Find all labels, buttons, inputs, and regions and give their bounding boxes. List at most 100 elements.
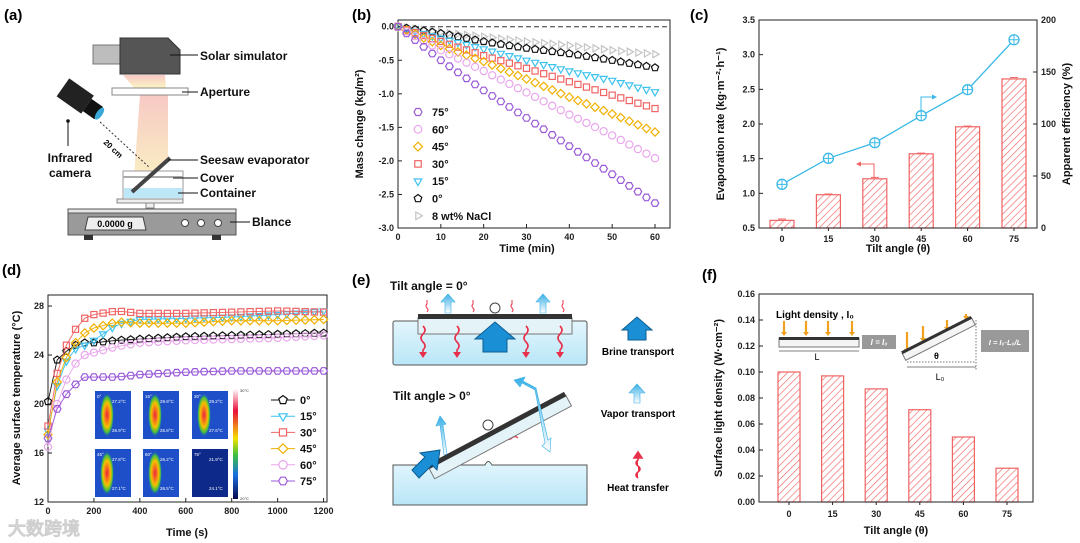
legend-label: 0°: [300, 395, 311, 407]
legend-vapor-label: Vapor transport: [601, 409, 676, 420]
b-xtick-label: 0: [395, 232, 400, 242]
b-xtick-label: 30: [521, 232, 531, 242]
balance-button: [197, 219, 205, 227]
light-beam: [123, 75, 166, 88]
data-point: [319, 308, 328, 316]
data-point: [126, 335, 136, 344]
watermark: 大数跨境: [8, 518, 80, 539]
thermal-angle-label: 0°: [97, 394, 102, 399]
data-point: [218, 331, 227, 340]
legend-marker: [413, 124, 423, 134]
data-point: [470, 53, 481, 64]
data-point: [245, 334, 255, 343]
heat-arrow: [523, 325, 529, 353]
data-point: [237, 308, 245, 316]
c-right-ytick-label: 200: [1041, 15, 1056, 25]
data-point: [547, 84, 558, 95]
data-point: [80, 338, 90, 347]
legend-vapor-icon: [628, 383, 646, 404]
data-point: [515, 35, 524, 46]
data-point: [301, 307, 309, 316]
data-point: [61, 352, 72, 363]
data-point: [435, 40, 446, 51]
data-point: [107, 373, 117, 381]
data-point: [245, 313, 255, 322]
data-point: [126, 371, 136, 380]
data-point: [273, 329, 282, 338]
f-xtick-label: 0: [786, 509, 791, 519]
data-point: [497, 57, 505, 65]
f-ytick-label: 0.06: [737, 419, 755, 429]
thermal-hotspot: [197, 393, 211, 437]
data-point: [300, 367, 310, 375]
data-point: [496, 97, 506, 106]
bar: [951, 436, 976, 503]
legend-marker: [412, 141, 424, 152]
data-point: [548, 101, 557, 110]
data-point: [61, 390, 71, 399]
data-point: [651, 104, 659, 113]
legend-marker: [415, 210, 424, 221]
seesaw-evaporator-label: Seesaw evaporator: [200, 153, 310, 167]
d-xlabel: Time (s): [166, 527, 208, 539]
data-point: [310, 308, 319, 316]
f-ytick-label: 0.16: [737, 289, 755, 299]
data-point: [88, 323, 99, 334]
b-xtick-label: 10: [436, 232, 446, 242]
data-point: [522, 114, 531, 122]
data-point: [624, 58, 634, 67]
heat-arrow-small: [425, 300, 429, 313]
data-point: [264, 307, 273, 315]
panel-label-e: (e): [352, 272, 370, 289]
data-point: [209, 335, 218, 344]
d-ytick-label: 16: [34, 448, 44, 458]
arrow-head: [856, 161, 861, 167]
data-point: [62, 375, 71, 384]
b-ylabel: Mass change (kg/m²): [354, 69, 366, 178]
data-point: [437, 37, 445, 46]
data-point: [71, 325, 80, 333]
c-ytick-label: 0.5: [742, 223, 755, 233]
data-point: [199, 317, 210, 328]
data-point: [227, 330, 237, 340]
b-ytick-label: -1.5: [378, 122, 394, 132]
legend-label: 30°: [432, 159, 449, 171]
pointer-dot: [66, 119, 70, 123]
heat-arrow: [557, 325, 563, 353]
data-point: [419, 30, 429, 39]
light-arrow-head: [849, 332, 855, 336]
data-point: [52, 405, 62, 413]
b-xlabel: Time (min): [499, 243, 555, 255]
data-point: [125, 317, 136, 328]
data-point: [393, 22, 403, 31]
data-point: [71, 380, 80, 389]
c-y2label: Apparent efficiency (%): [1061, 63, 1073, 186]
distance-line: [99, 121, 151, 169]
data-point: [181, 332, 191, 341]
data-point: [154, 337, 163, 346]
data-point: [635, 47, 644, 58]
data-point: [641, 86, 652, 95]
thermal-min-label: 26.5°C: [160, 486, 175, 491]
d-xtick-label: 600: [178, 506, 193, 516]
legend-label: 45°: [300, 444, 317, 456]
series-75°: [393, 22, 660, 207]
data-point: [505, 40, 514, 50]
data-point: [462, 46, 471, 54]
pivot-icon: [489, 302, 501, 314]
balance-button: [181, 219, 189, 227]
heat-arrow-head: [522, 352, 530, 358]
c-xtick-label: 45: [916, 234, 926, 244]
experimental-setup-diagram: 0.0000 g 20 cm Infrared camera Solar sim…: [48, 37, 310, 240]
series-line: [47, 319, 324, 435]
data-point: [52, 355, 62, 364]
tilted-evaporator: [901, 316, 976, 362]
legend-marker: [278, 394, 288, 405]
data-point: [282, 367, 292, 375]
cover-label: Cover: [200, 171, 234, 185]
data-point: [208, 367, 218, 376]
data-point: [487, 60, 498, 71]
length-flat-label: L: [814, 352, 819, 362]
balance-label: Blance: [252, 215, 292, 229]
